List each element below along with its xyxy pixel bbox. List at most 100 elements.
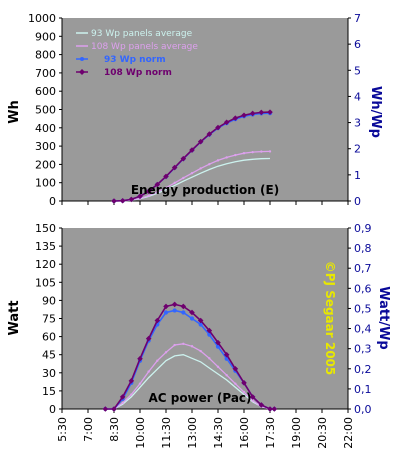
x-tick-label: 17:30 [264, 417, 277, 449]
power-left-axis-label: Watt [7, 300, 22, 335]
y-tick-label: 300 [35, 140, 56, 153]
data-point [267, 109, 273, 115]
y-tick-label: 135 [35, 240, 56, 253]
y-tick-label: 200 [35, 158, 56, 171]
y-tick-label: 75 [42, 313, 56, 326]
data-point [137, 355, 143, 362]
data-point [145, 335, 152, 342]
data-point [249, 110, 256, 117]
data-point [102, 406, 109, 412]
y-tick-label: 105 [35, 276, 56, 289]
data-point [258, 109, 265, 116]
data-point [199, 349, 202, 353]
data-point [173, 343, 176, 347]
data-point [182, 176, 185, 180]
data-point [145, 188, 152, 195]
data-point [223, 119, 230, 126]
y-tick-label: 15 [42, 385, 56, 398]
energy-plot-area [62, 18, 348, 201]
y-tick-label: 45 [42, 349, 56, 362]
right-tick-label: 0,5 [354, 302, 372, 315]
y-tick-label: 150 [35, 222, 56, 235]
x-tick-label: 14:30 [212, 417, 225, 449]
x-tick-label: 10:00 [134, 417, 147, 449]
data-point [163, 310, 169, 315]
data-point [241, 380, 247, 386]
data-point [208, 357, 211, 360]
data-point [147, 370, 150, 373]
data-point [128, 196, 135, 203]
data-point [182, 342, 185, 346]
data-point [199, 167, 202, 170]
data-point [206, 327, 213, 334]
legend-entry-93-norm: 93 Wp norm [76, 55, 166, 65]
data-point [163, 173, 169, 180]
data-point [267, 406, 273, 412]
data-point [208, 163, 211, 166]
legend: 93 Wp panels average 108 Wp panels avera… [76, 29, 198, 78]
power-left-ticks: 0 15 30 45 60 75 90 105 120 135 150 [35, 222, 62, 416]
data-point [232, 115, 239, 121]
energy-series [111, 109, 273, 204]
right-tick-label: 0,4 [354, 323, 372, 336]
right-tick-label: 5 [354, 64, 361, 77]
x-tick-label: 19:00 [290, 417, 303, 449]
right-tick-label: 0,8 [354, 242, 372, 255]
data-point [197, 138, 204, 145]
y-tick-label: 0 [49, 195, 56, 208]
data-point [189, 316, 195, 321]
y-tick-label: 600 [35, 85, 56, 98]
data-point [215, 339, 221, 346]
x-tick-label: 11:30 [160, 417, 173, 449]
y-tick-label: 30 [42, 367, 56, 380]
data-point [156, 359, 159, 362]
data-point [189, 147, 195, 153]
y-tick-label: 100 [35, 177, 56, 190]
data-point [172, 308, 177, 313]
legend-marker-93-norm [80, 57, 84, 61]
data-point [215, 124, 221, 131]
data-point [138, 382, 142, 385]
right-tick-label: 0 [354, 195, 361, 208]
data-point [198, 322, 203, 327]
power-series [102, 301, 278, 412]
legend-label-108-norm: 108 Wp norm [104, 68, 172, 78]
right-tick-label: 0,7 [354, 262, 372, 275]
right-tick-label: 0,9 [354, 222, 372, 235]
data-point [164, 351, 168, 354]
legend-label-93-norm: 93 Wp norm [104, 55, 166, 65]
data-point [190, 345, 194, 348]
y-tick-label: 1000 [28, 12, 56, 25]
legend-entry-93-avg: 93 Wp panels average [76, 29, 193, 39]
data-point [207, 332, 212, 337]
right-tick-label: 7 [354, 12, 361, 25]
data-point [171, 301, 178, 308]
data-point [206, 131, 213, 137]
data-point [154, 181, 161, 188]
y-tick-label: 120 [35, 258, 56, 271]
data-point [154, 317, 161, 324]
data-point [249, 394, 256, 400]
data-point [216, 159, 220, 162]
x-tick-label: 22:00 [342, 417, 355, 449]
y-tick-label: 800 [35, 49, 56, 62]
data-point [164, 186, 168, 190]
data-point [223, 351, 230, 358]
energy-chart: 0 100 200 300 400 500 600 700 800 900 1000 0 1 2 3 4 5 6… [7, 12, 383, 208]
energy-left-axis-label: Wh [7, 100, 22, 124]
data-point [181, 310, 186, 315]
data-point [271, 406, 278, 412]
data-point [137, 193, 143, 200]
data-point [225, 156, 228, 159]
legend-label-93-avg: 93 Wp panels average [91, 29, 193, 39]
data-point [180, 303, 187, 310]
data-point [242, 390, 246, 394]
y-tick-label: 60 [42, 331, 56, 344]
data-point [111, 406, 117, 412]
energy-right-ticks: 0 1 2 3 4 5 6 7 [348, 12, 361, 208]
energy-right-axis-label: Wh/Wp [368, 86, 383, 138]
copyright-text: ©PJ Segaar 2005 [323, 261, 337, 376]
legend-entry-108-avg: 108 Wp panels average [76, 42, 198, 52]
data-point [251, 399, 254, 402]
